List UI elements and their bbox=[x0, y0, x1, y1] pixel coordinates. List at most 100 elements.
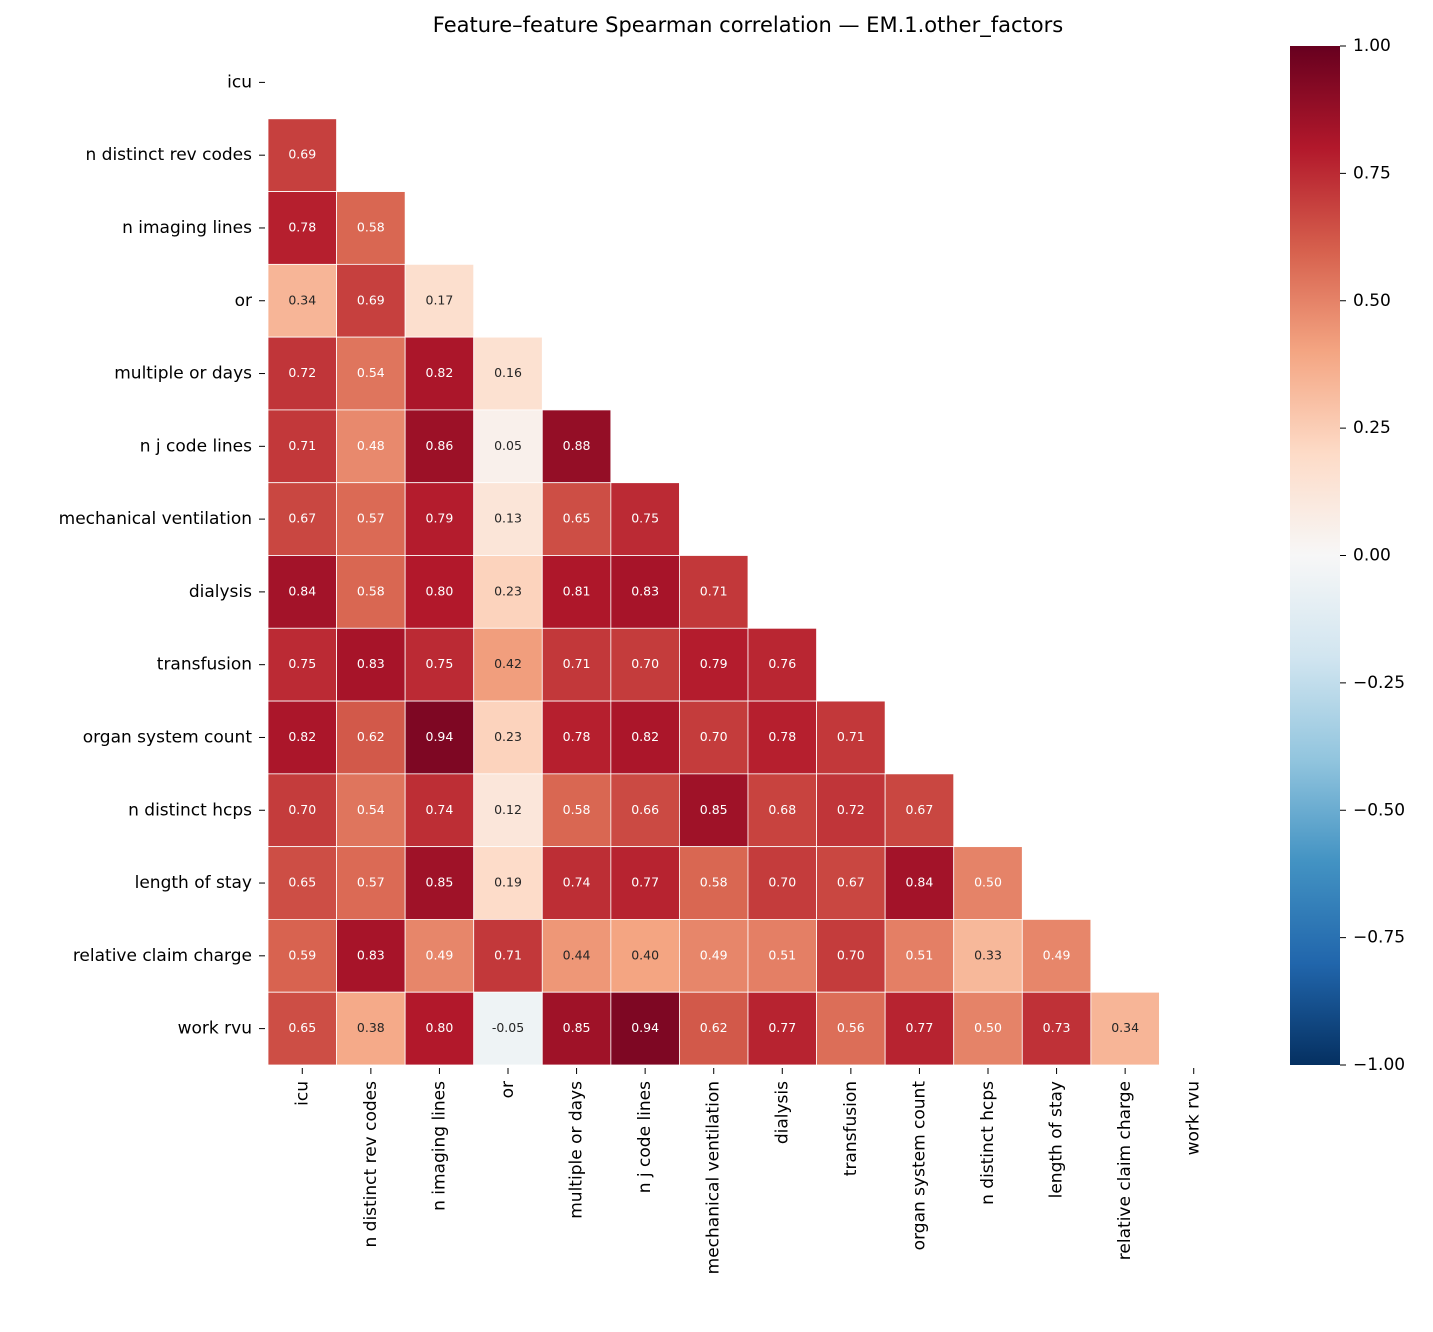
y-tick-label: n j code lines bbox=[140, 436, 252, 456]
cell bbox=[884, 919, 955, 993]
colorbar-tick-label: 0.00 bbox=[1353, 546, 1391, 566]
cell-label: 0.42 bbox=[494, 656, 522, 671]
cell bbox=[267, 409, 337, 484]
cell-label: 0.40 bbox=[631, 947, 659, 962]
cell-label: 0.58 bbox=[357, 219, 385, 234]
cell-label: 0.82 bbox=[426, 365, 454, 380]
cell bbox=[747, 919, 817, 993]
cell-label: 0.62 bbox=[357, 729, 385, 744]
x-tick-label: n distinct hcps bbox=[978, 1081, 998, 1205]
cell bbox=[541, 846, 612, 920]
cell-label: 0.34 bbox=[1111, 1020, 1139, 1035]
cell-label: 0.59 bbox=[288, 947, 316, 962]
cell bbox=[816, 700, 886, 775]
cell-label: 0.54 bbox=[357, 802, 385, 817]
cell bbox=[404, 773, 475, 848]
cell-label: 0.70 bbox=[768, 875, 796, 890]
cell bbox=[610, 846, 680, 920]
y-tick-label: dialysis bbox=[189, 582, 252, 602]
cell-label: 0.70 bbox=[288, 802, 316, 817]
cell bbox=[404, 336, 475, 411]
cell-label: 0.83 bbox=[357, 656, 385, 671]
cell-label: 0.79 bbox=[426, 511, 454, 526]
x-tick-label: dialysis bbox=[772, 1081, 792, 1144]
cell bbox=[1021, 919, 1092, 993]
cell-label: 0.44 bbox=[563, 947, 591, 962]
colorbar-tick-label: −0.25 bbox=[1353, 673, 1405, 693]
y-tick-label: relative claim charge bbox=[73, 946, 252, 966]
cell-label: 0.56 bbox=[837, 1020, 865, 1035]
cell bbox=[610, 773, 680, 848]
cell bbox=[336, 627, 406, 702]
cell bbox=[610, 700, 680, 775]
x-tick-label: n j code lines bbox=[635, 1081, 655, 1193]
cell-label: 0.86 bbox=[426, 438, 454, 453]
cell-label: 0.75 bbox=[426, 656, 454, 671]
cell bbox=[816, 773, 886, 848]
cell bbox=[679, 846, 749, 920]
cell-label: 0.23 bbox=[494, 729, 522, 744]
cell-label: 0.05 bbox=[494, 438, 522, 453]
cell-label: 0.34 bbox=[288, 292, 316, 307]
cell-label: 0.72 bbox=[837, 802, 865, 817]
cell-label: 0.65 bbox=[288, 875, 316, 890]
cell-label: 0.70 bbox=[837, 947, 865, 962]
cell bbox=[404, 555, 475, 629]
cell-label: 0.76 bbox=[768, 656, 796, 671]
cell bbox=[336, 191, 406, 265]
cell bbox=[747, 991, 817, 1066]
colorbar-tick-label: −0.75 bbox=[1353, 928, 1405, 948]
cell-label: 0.67 bbox=[837, 875, 865, 890]
cell-label: 0.81 bbox=[563, 583, 591, 598]
cell-label: 0.73 bbox=[1043, 1020, 1071, 1035]
cell bbox=[473, 409, 543, 484]
cell bbox=[336, 700, 406, 775]
cell bbox=[267, 336, 337, 411]
cell bbox=[610, 991, 680, 1066]
cell-label: 0.13 bbox=[494, 511, 522, 526]
y-tick-label: n distinct hcps bbox=[128, 800, 252, 820]
y-tick-label: work rvu bbox=[178, 1019, 252, 1039]
cell-label: 0.79 bbox=[700, 656, 728, 671]
cell-label: 0.80 bbox=[426, 583, 454, 598]
cell-label: 0.71 bbox=[563, 656, 591, 671]
cell-label: 0.57 bbox=[357, 511, 385, 526]
cell-label: 0.65 bbox=[288, 1020, 316, 1035]
cell-label: 0.83 bbox=[357, 947, 385, 962]
cell bbox=[473, 700, 543, 775]
cell-label: 0.69 bbox=[357, 292, 385, 307]
cell bbox=[404, 919, 475, 993]
colorbar bbox=[1290, 46, 1340, 1065]
cell bbox=[473, 773, 543, 848]
cell bbox=[953, 919, 1023, 993]
cell bbox=[336, 409, 406, 484]
cell-label: 0.78 bbox=[563, 729, 591, 744]
cell-label: 0.70 bbox=[700, 729, 728, 744]
cell bbox=[610, 555, 680, 629]
cell-label: 0.58 bbox=[700, 875, 728, 890]
y-tick-label: n imaging lines bbox=[122, 218, 252, 238]
cell-label: 0.77 bbox=[768, 1020, 796, 1035]
cell bbox=[541, 409, 612, 484]
cell-label: 0.65 bbox=[563, 511, 591, 526]
cell bbox=[816, 991, 886, 1066]
colorbar-tick-label: 1.00 bbox=[1353, 36, 1391, 56]
cell bbox=[473, 336, 543, 411]
cell-label: 0.51 bbox=[768, 947, 796, 962]
colorbar-tick-label: −0.50 bbox=[1353, 800, 1405, 820]
cell-label: 0.77 bbox=[906, 1020, 934, 1035]
cell bbox=[404, 991, 475, 1066]
y-tick-label: or bbox=[235, 291, 252, 311]
cell bbox=[747, 846, 817, 920]
cell-label: 0.16 bbox=[494, 365, 522, 380]
cell-label: 0.12 bbox=[494, 802, 522, 817]
x-tick-label: n imaging lines bbox=[429, 1081, 449, 1211]
chart-title: Feature–feature Spearman correlation — E… bbox=[433, 13, 1063, 38]
cell bbox=[336, 991, 406, 1066]
y-tick-label: length of stay bbox=[135, 873, 252, 893]
y-tick-label: organ system count bbox=[83, 727, 253, 747]
cell-label: 0.57 bbox=[357, 875, 385, 890]
cell bbox=[336, 773, 406, 848]
cell-label: 0.19 bbox=[494, 875, 522, 890]
